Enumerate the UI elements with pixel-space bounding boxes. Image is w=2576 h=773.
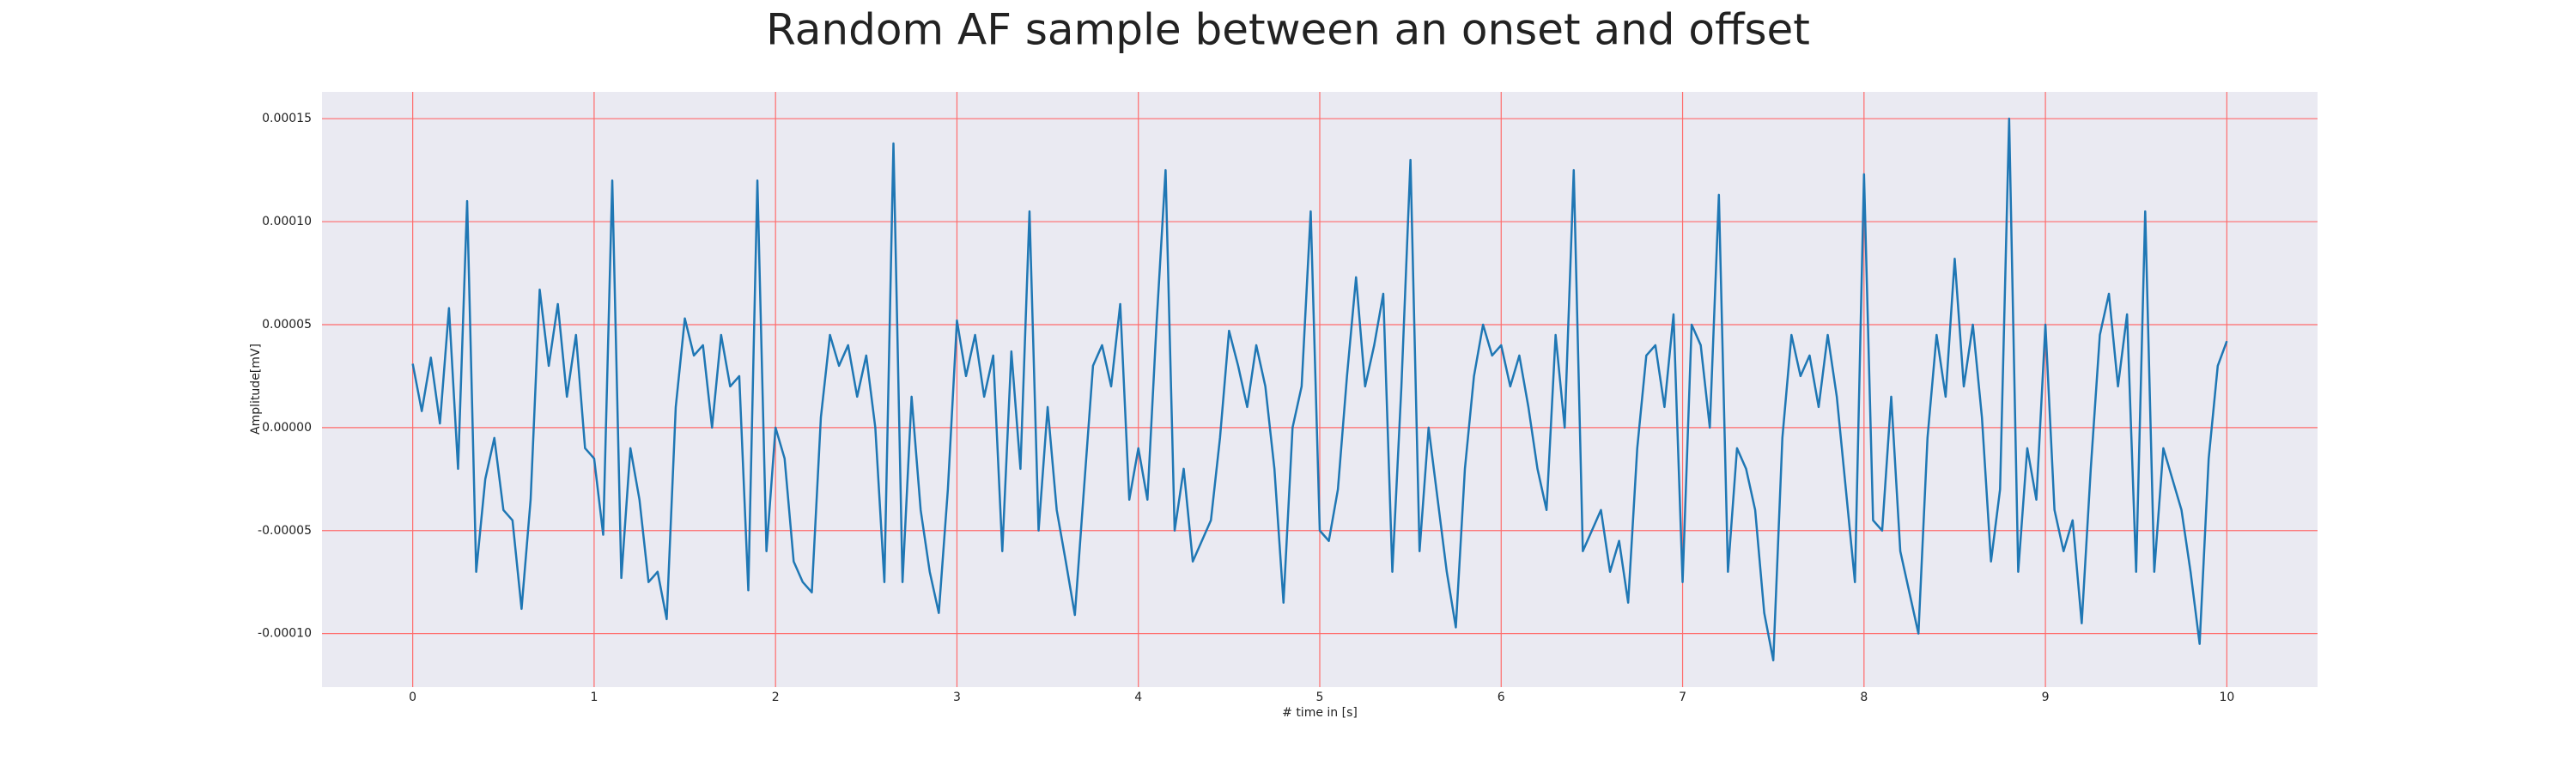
x-tick-label: 5	[1316, 691, 1324, 704]
x-tick-label: 10	[2219, 691, 2234, 704]
y-tick-label: -0.00010	[258, 627, 312, 641]
x-axis-label: # time in [s]	[1282, 706, 1358, 720]
x-tick-label: 2	[772, 691, 780, 704]
x-tick-label: 3	[953, 691, 961, 704]
y-tick-label: -0.00005	[258, 524, 312, 538]
x-tick-label: 8	[1860, 691, 1868, 704]
y-tick-label: 0.00015	[262, 112, 312, 125]
x-tick-label: 6	[1498, 691, 1505, 704]
data-line	[411, 117, 2228, 662]
x-tick-label: 0	[409, 691, 416, 704]
x-tick-label: 1	[590, 691, 598, 704]
y-tick-label: 0.00010	[262, 215, 312, 228]
x-tick-label: 7	[1679, 691, 1686, 704]
y-tick-label: 0.00005	[262, 318, 312, 332]
y-axis-label: Amplitude[mV]	[249, 344, 263, 435]
chart-title: Random AF sample between an onset and of…	[766, 5, 1810, 55]
y-tick-label: 0.00000	[262, 421, 312, 435]
x-tick-label: 9	[2042, 691, 2050, 704]
x-tick-label: 4	[1134, 691, 1142, 704]
